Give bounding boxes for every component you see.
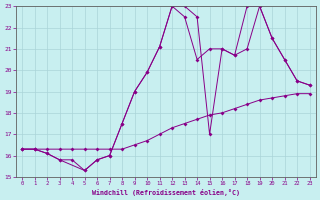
X-axis label: Windchill (Refroidissement éolien,°C): Windchill (Refroidissement éolien,°C) xyxy=(92,189,240,196)
